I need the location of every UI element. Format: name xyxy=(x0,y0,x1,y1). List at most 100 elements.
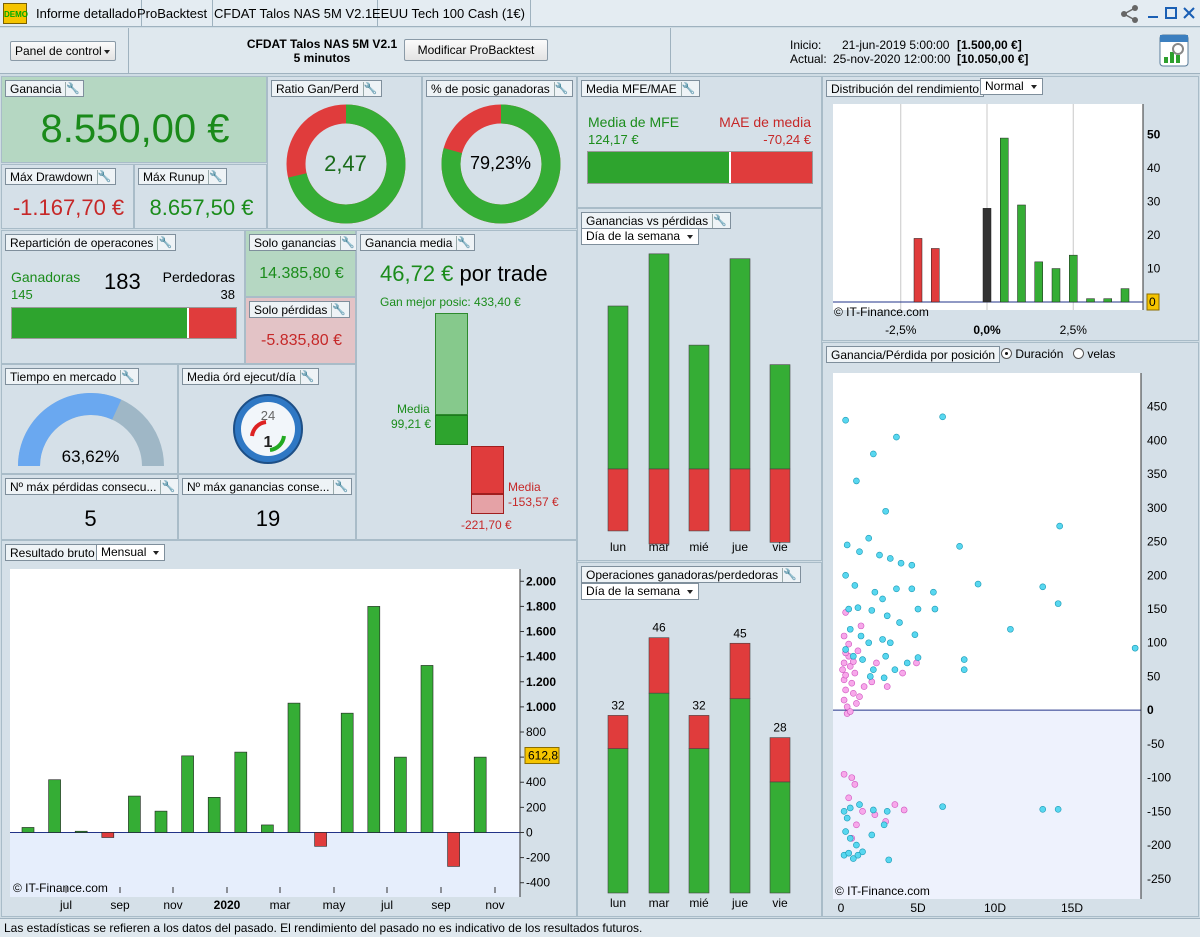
dist-dropdown[interactable]: Normal xyxy=(980,78,1043,95)
wrench-icon[interactable]: 🔧 xyxy=(160,479,176,494)
scatter-point xyxy=(880,674,888,682)
report-settings-icon[interactable] xyxy=(1158,33,1190,68)
scatter-point-pink xyxy=(840,632,848,640)
panel-control-dropdown[interactable]: Panel de control xyxy=(10,41,116,61)
scatter-point xyxy=(856,548,863,556)
wrench-icon[interactable]: 🔧 xyxy=(96,169,112,184)
marker-label: 612,8 xyxy=(528,749,558,763)
x-tick-label: 0,0% xyxy=(973,323,1001,337)
scatter-point xyxy=(870,806,877,814)
modify-probacktest-button[interactable]: Modificar ProBacktest xyxy=(404,39,548,61)
y-tick-label: 150 xyxy=(1147,602,1167,616)
scatter-point xyxy=(939,413,946,421)
mfe-header: Media MFE/MAE 🔧 xyxy=(581,80,700,97)
tab-instrument[interactable]: EEUU Tech 100 Cash (1€) xyxy=(367,0,531,27)
max-gan-value: 19 xyxy=(255,506,281,531)
wrench-icon[interactable]: 🔧 xyxy=(456,235,472,250)
mfe-label: Media de MFE xyxy=(588,114,680,130)
start-value: [1.500,00 €] xyxy=(957,38,1022,52)
radio-velas-icon xyxy=(1073,348,1084,359)
solo-gan-header: Solo ganancias 🔧 xyxy=(249,234,360,251)
best-trade-bar xyxy=(435,313,468,415)
loss-count: 38 xyxy=(220,287,235,302)
wrench-icon[interactable]: 🔧 xyxy=(712,213,727,228)
tab-probacktest[interactable]: ProBacktest xyxy=(132,0,214,27)
loss-bar xyxy=(648,468,670,545)
current-date: 25-nov-2020 12:00:00 xyxy=(833,52,951,66)
scatter-point xyxy=(865,534,873,542)
scatter-point xyxy=(1039,583,1047,591)
loss-bar xyxy=(729,468,751,532)
y-tick-label: 50 xyxy=(1147,128,1161,142)
y-tick-label: 350 xyxy=(1147,467,1167,481)
solo-perd-panel: Solo pérdidas 🔧 -5.835,80 € xyxy=(245,297,356,364)
maximize-icon[interactable] xyxy=(1164,6,1178,20)
wrench-icon[interactable]: 🔧 xyxy=(120,369,135,384)
wrench-icon[interactable]: 🔧 xyxy=(553,81,569,96)
loser-bar xyxy=(607,715,629,750)
gpp-panel: Ganancia/Pérdida por posición Duración v… xyxy=(822,342,1199,917)
donut-win-arc xyxy=(286,104,406,224)
title-bar: DEMO Informe detallado ProBacktest CFDAT… xyxy=(0,0,1200,27)
scatter-point-pink xyxy=(840,770,848,778)
total-label: 32 xyxy=(611,698,625,712)
share-icon[interactable] xyxy=(1120,5,1140,23)
category-label: lun xyxy=(610,540,626,554)
close-icon[interactable] xyxy=(1182,6,1196,20)
scatter-point-pink xyxy=(853,821,860,829)
wrench-icon[interactable]: 🔧 xyxy=(65,81,81,96)
category-label: jue xyxy=(731,540,748,554)
pct-win-panel: % de posic ganadoras 🔧 79,23% xyxy=(422,76,577,229)
max-gan-header: Nº máx ganancias conse... 🔧 xyxy=(182,478,353,495)
scatter-point-pink xyxy=(850,690,857,697)
result-bar xyxy=(101,832,115,838)
scatter-point xyxy=(870,450,877,458)
wrench-icon[interactable]: 🔧 xyxy=(362,81,378,96)
wrench-icon[interactable]: 🔧 xyxy=(340,235,355,250)
solo-gan-value: 14.385,80 € xyxy=(259,265,344,282)
dist-bar xyxy=(1103,298,1112,303)
scatter-point xyxy=(893,433,900,441)
wrench-icon[interactable]: 🔧 xyxy=(157,235,173,250)
result-bar xyxy=(207,797,221,833)
wrench-icon[interactable]: 🔧 xyxy=(333,479,349,494)
scatter-point xyxy=(908,561,916,569)
scatter-point xyxy=(908,585,916,593)
radio-duracion-icon xyxy=(1001,348,1012,359)
minimize-icon[interactable] xyxy=(1146,6,1160,20)
panel-control-label: Panel de control xyxy=(15,44,102,58)
tiempo-header: Tiempo en mercado 🔧 xyxy=(5,368,140,385)
y-tick-label: -400 xyxy=(526,876,550,890)
result-bar xyxy=(48,779,61,833)
y-tick-label: 800 xyxy=(526,725,546,739)
ord-ejec-panel: Media órd ejecut/día 🔧 24 1 xyxy=(178,364,356,474)
ogp-dropdown[interactable]: Día de la semana xyxy=(581,583,700,600)
gvp-dropdown[interactable]: Día de la semana xyxy=(581,228,700,245)
wrench-icon[interactable]: 🔧 xyxy=(331,302,347,317)
dist-chart: 10 20 30 40 50 -2,5% 0,0% 2,5% © IT-Finance.com 0 xyxy=(833,104,1161,337)
scatter-point xyxy=(930,588,937,596)
gain-bar xyxy=(729,258,751,470)
tab-system[interactable]: CFDAT Talos NAS 5M V2.1 xyxy=(209,0,379,27)
result-bar xyxy=(314,832,327,847)
radio-duracion[interactable]: Duración xyxy=(1001,347,1063,361)
scatter-point xyxy=(886,555,894,562)
wrench-icon[interactable]: 🔧 xyxy=(299,369,315,384)
watermark: © IT-Finance.com xyxy=(13,881,108,895)
result-bar xyxy=(340,712,354,833)
wrench-icon[interactable]: 🔧 xyxy=(680,81,696,96)
marker-box xyxy=(1146,293,1160,311)
gain-bar xyxy=(688,344,710,470)
resultado-period-dropdown[interactable]: Mensual xyxy=(96,544,166,561)
x-tick-label: 2,5% xyxy=(1060,323,1088,337)
loser-bar xyxy=(648,637,670,694)
runup-header: Máx Runup 🔧 xyxy=(138,168,228,185)
tab-detailed-report[interactable]: Informe detallado xyxy=(31,0,143,27)
radio-velas[interactable]: velas xyxy=(1073,347,1115,361)
scatter-point xyxy=(885,856,893,864)
scatter-point xyxy=(846,804,854,812)
wrench-icon[interactable]: 🔧 xyxy=(208,169,224,184)
wrench-icon[interactable]: 🔧 xyxy=(782,567,797,582)
scatter-point xyxy=(846,625,854,633)
scatter-point xyxy=(897,559,905,567)
